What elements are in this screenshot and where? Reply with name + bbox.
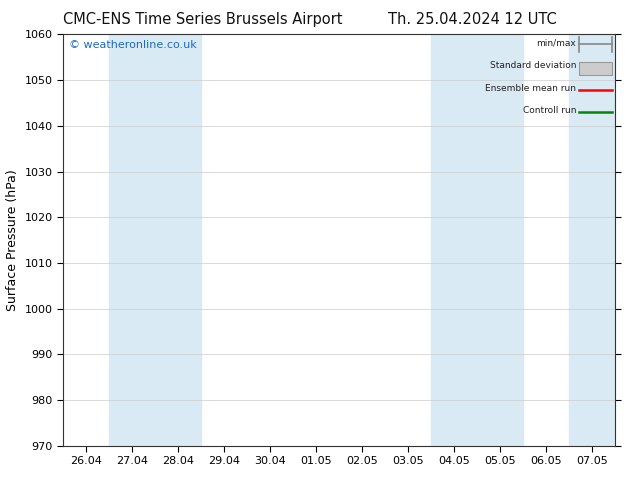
Text: min/max: min/max [536,38,576,48]
Bar [477,34,523,446]
Text: © weatheronline.co.uk: © weatheronline.co.uk [69,41,197,50]
Y-axis label: Surface Pressure (hPa): Surface Pressure (hPa) [6,169,19,311]
Text: Standard deviation: Standard deviation [490,61,576,70]
Bar [155,34,202,446]
Text: CMC-ENS Time Series Brussels Airport: CMC-ENS Time Series Brussels Airport [63,12,342,27]
Bar [569,34,615,446]
Bar [579,62,612,75]
Text: Controll run: Controll run [523,106,576,115]
Bar [431,34,477,446]
Text: Th. 25.04.2024 12 UTC: Th. 25.04.2024 12 UTC [388,12,557,27]
Bar [110,34,155,446]
Text: Ensemble mean run: Ensemble mean run [486,84,576,93]
